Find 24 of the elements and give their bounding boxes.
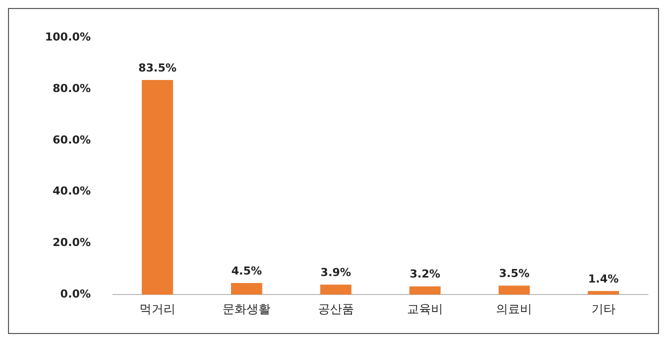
data-label: 83.5%	[138, 61, 176, 74]
x-tick-label: 먹거리	[139, 302, 176, 316]
x-tick-label: 의료비	[496, 302, 532, 316]
bar	[409, 286, 441, 295]
bar	[231, 283, 262, 295]
x-tick-label: 교육비	[407, 302, 444, 316]
data-label: 4.5%	[231, 264, 262, 278]
bar	[142, 80, 174, 295]
data-label: 3.2%	[410, 268, 440, 281]
y-tick-label: 60.0%	[52, 133, 91, 146]
data-label: 3.5%	[498, 266, 530, 280]
x-tick-label: 문화생활	[222, 302, 271, 316]
data-label: 1.4%	[588, 272, 619, 286]
y-tick-label: 0.0%	[60, 287, 91, 300]
bar	[588, 291, 620, 295]
y-tick-label: 20.0%	[52, 236, 91, 250]
x-tick-label: 기타	[591, 302, 616, 316]
bar	[498, 286, 530, 295]
y-tick-label: 100.0%	[44, 30, 91, 44]
x-tick-label: 공산품	[318, 302, 354, 316]
y-tick-label: 80.0%	[52, 82, 91, 95]
data-label: 3.9%	[320, 266, 352, 279]
y-tick-label: 40.0%	[52, 184, 91, 198]
bar	[320, 284, 352, 295]
